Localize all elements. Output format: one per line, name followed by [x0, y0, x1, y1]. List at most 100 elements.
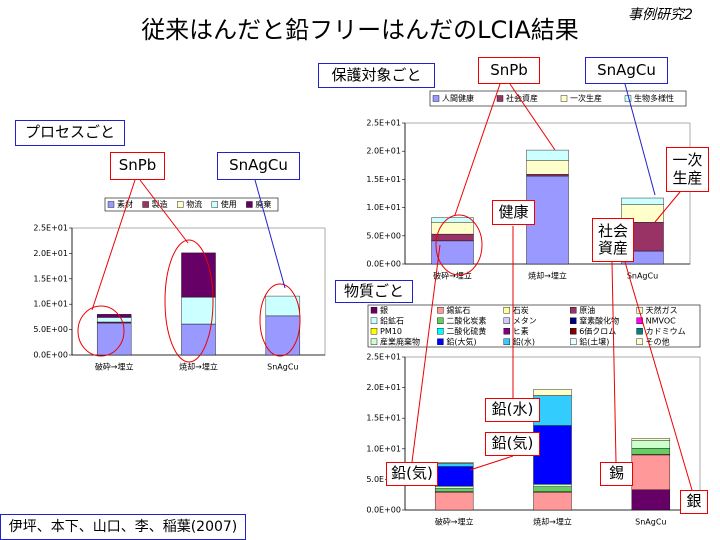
bar-segment [526, 174, 569, 177]
callout: SnAgCu [585, 57, 668, 84]
legend-label: 使用 [221, 199, 237, 209]
callout: SnPb [110, 152, 165, 180]
x-tick-label: SnAgCu [267, 363, 298, 372]
legend-label: 生物多様性 [634, 93, 674, 103]
callout: SnPb [478, 57, 540, 84]
arrow [411, 244, 441, 463]
bar-segment [526, 160, 569, 175]
y-tick-label: 5.0E+00 [366, 231, 401, 240]
bar-segment [533, 389, 572, 396]
y-tick-label: 5.0E+00 [366, 475, 401, 484]
arrow [624, 261, 693, 491]
y-tick-label: 1.5E+01 [366, 414, 401, 423]
y-tick-label: 1.5E+01 [366, 175, 401, 184]
callout: 銀 [680, 490, 708, 514]
callout: 鉛(気) [386, 462, 438, 486]
legend-swatch [570, 328, 577, 335]
arrow [509, 83, 556, 151]
legend-label: 石炭 [513, 306, 529, 315]
legend-swatch [560, 95, 568, 102]
callout: 錫 [600, 462, 633, 486]
legend-swatch [107, 201, 115, 208]
legend-label: 6価クロム [579, 326, 616, 336]
legend-swatch [246, 201, 253, 208]
legend-label: 二酸化炭素 [446, 315, 486, 325]
callout: 健康 [492, 200, 535, 225]
arrow [91, 179, 136, 311]
annotations [77, 83, 693, 491]
legend-swatch [636, 338, 643, 345]
y-tick-label: 2.5E+01 [366, 119, 401, 128]
legend-swatch [570, 317, 577, 324]
x-tick-label: SnAgCu [635, 518, 666, 527]
bar-segment [434, 463, 474, 467]
y-tick-label: 0.0E+00 [366, 260, 401, 269]
legend-label: 鉛(水) [513, 336, 535, 346]
callout: 鉛(気) [485, 432, 540, 456]
bar-segment [181, 252, 216, 298]
legend-label: カドミウム [646, 327, 686, 336]
legend-swatch [370, 328, 378, 335]
callout: 一次 生産 [666, 147, 709, 192]
highlight-ellipse [77, 305, 125, 357]
arrow [624, 83, 656, 196]
legend-label: 素材 [117, 199, 133, 209]
slide-title: 従来はんだと鉛フリーはんだのLCIA結果 [141, 16, 579, 44]
bar-segment [434, 492, 474, 511]
legend-label: 錫鉱石 [446, 305, 470, 315]
y-tick-label: 0.0E+00 [33, 351, 68, 360]
highlight-ellipse [259, 283, 301, 357]
legend-box [367, 304, 701, 348]
legend-label: 天然ガス [646, 305, 678, 315]
highlight-ellipse [435, 214, 483, 276]
bar-segment [631, 438, 671, 441]
arrow [654, 191, 681, 223]
x-tick-label: 破砕→埋立 [433, 271, 472, 281]
bar-segment [96, 322, 132, 356]
y-tick-label: 1.5E+01 [33, 274, 68, 283]
legend-label: 二酸化硫黄 [446, 326, 486, 336]
legend-label: メタン [513, 316, 537, 325]
highlight-ellipse [164, 239, 214, 363]
y-tick-label: 1.0E+01 [366, 444, 401, 453]
citation: 伊坪、本下、山口、李、稲葉(2007) [0, 514, 246, 540]
legend-swatch [570, 338, 577, 345]
bar-segment [631, 489, 671, 511]
legend-label: 人間健康 [442, 93, 474, 103]
y-tick-label: 1.0E+01 [33, 300, 68, 309]
bar-segment [181, 296, 216, 325]
legend-label: 鉛(大気) [446, 336, 476, 346]
legend-label: PM10 [380, 327, 402, 336]
legend-swatch [636, 328, 643, 335]
legend-box [104, 197, 279, 212]
case-label: 事例研究2 [628, 7, 693, 23]
callout: 社会 資産 [592, 218, 634, 262]
section-label: 保護対象ごと [318, 63, 435, 88]
legend-swatch [503, 307, 510, 314]
bar-segment [621, 197, 664, 205]
bar-segment [431, 233, 474, 242]
arrow [611, 261, 617, 463]
bar-segment [96, 314, 132, 318]
bar-segment [631, 454, 671, 491]
bar-segment [434, 488, 474, 492]
legend-swatch [437, 307, 444, 314]
legend-swatch [211, 201, 219, 208]
arrow [454, 83, 501, 216]
legend-label: 産業廃棄物 [380, 336, 420, 346]
x-tick-label: 破砕→埋立 [95, 362, 134, 372]
x-tick-label: 焼却→埋立 [533, 517, 572, 527]
bar-segment [526, 149, 569, 161]
y-tick-label: 2.5E+01 [366, 353, 401, 362]
y-tick-label: 2.0E+01 [366, 147, 401, 156]
legend-swatch [503, 338, 510, 345]
arrow [469, 455, 514, 471]
legend-label: 製造 [152, 199, 168, 209]
legend-swatch [176, 201, 184, 208]
legend-label: NMVOC [646, 316, 677, 325]
x-tick-label: 焼却→埋立 [179, 362, 218, 372]
y-tick-label: 0.0E+00 [366, 506, 401, 515]
legend-label: 銀 [380, 305, 388, 315]
legend-swatch [503, 328, 510, 335]
